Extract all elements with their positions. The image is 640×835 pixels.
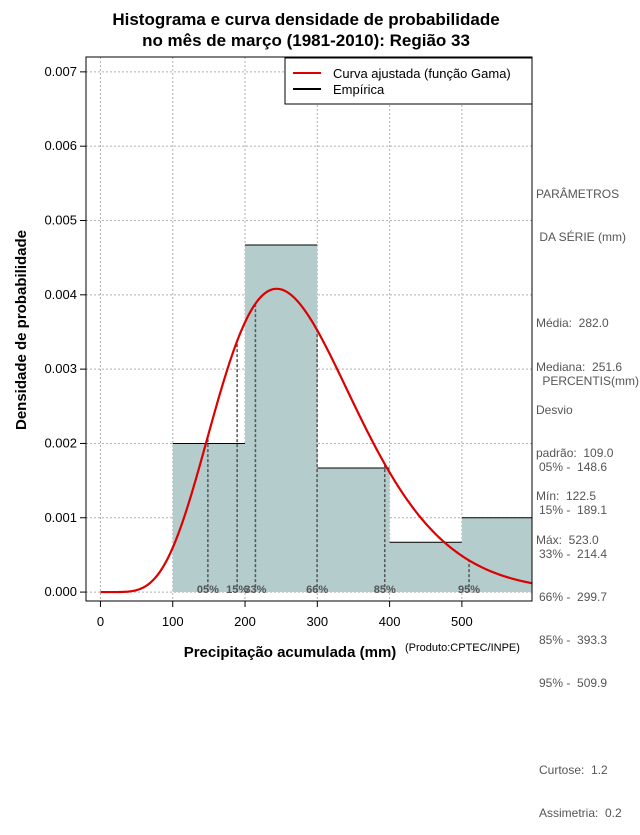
chart-title-line1: Histograma e curva densidade de probabil… bbox=[112, 10, 499, 29]
legend-box bbox=[284, 57, 533, 105]
percentil-85: 85% - 393.3 bbox=[539, 633, 608, 648]
percentil-66: 66% - 299.7 bbox=[539, 589, 608, 604]
x-tick-label-1: 100 bbox=[162, 614, 184, 629]
param-max: Máx: 523.0 bbox=[536, 532, 599, 547]
product-credit: (Produto:CPTEC/INPE) bbox=[405, 642, 520, 654]
y-tick-label-0: 0.000 bbox=[44, 584, 77, 599]
percentile-label-66%: 66% bbox=[306, 584, 328, 596]
param-desvio-2: padrão: 109.0 bbox=[536, 446, 614, 461]
y-tick-label-1: 0.001 bbox=[44, 510, 77, 525]
legend-label-curve: Curva ajustada (função Gama) bbox=[333, 66, 511, 81]
x-tick-label-5: 500 bbox=[451, 614, 473, 629]
param-mediana: Mediana: 251.6 bbox=[536, 359, 623, 374]
params-title-1: PARÂMETROS bbox=[536, 186, 620, 201]
histogram-bars bbox=[172, 244, 532, 593]
y-axis-label: Densidade de probabilidade bbox=[13, 230, 30, 430]
percentiles-panel: PERCENTIS(mm) 05% - 148.6 15% - 189.1 33… bbox=[539, 345, 639, 835]
param-desvio-1: Desvio bbox=[536, 402, 573, 417]
y-tick-label-7: 0.007 bbox=[44, 64, 77, 79]
legend: Curva ajustada (função Gama) Empírica bbox=[284, 57, 533, 105]
y-tick-label-2: 0.002 bbox=[44, 435, 77, 450]
x-tick-label-2: 200 bbox=[234, 614, 256, 629]
x-tick-label-4: 400 bbox=[379, 614, 401, 629]
y-tick-label-4: 0.004 bbox=[44, 287, 77, 302]
x-tick-label-3: 300 bbox=[306, 614, 328, 629]
curtose: Curtose: 1.2 bbox=[539, 762, 608, 777]
histogram-bar-3 bbox=[389, 542, 462, 593]
percentil-15: 15% - 189.1 bbox=[539, 503, 608, 518]
percentile-label-85%: 85% bbox=[374, 584, 396, 596]
y-tick-label-3: 0.003 bbox=[44, 361, 77, 376]
percentile-lines bbox=[207, 303, 470, 593]
percentil-05: 05% - 148.6 bbox=[539, 460, 608, 475]
param-media: Média: 282.0 bbox=[536, 316, 609, 331]
percentile-label-15%: 15% bbox=[226, 584, 248, 596]
assimetria: Assimetria: 0.2 bbox=[539, 806, 622, 820]
y-axis: 0.000 0.001 0.002 0.003 0.004 0.005 0.006 0.007 bbox=[44, 64, 86, 599]
gamma-fit-curve bbox=[100, 287, 532, 594]
percentis-title: PERCENTIS(mm) bbox=[539, 373, 639, 388]
percentile-label-95%: 95% bbox=[458, 584, 480, 596]
params-title-2: DA SÉRIE (mm) bbox=[536, 230, 627, 245]
x-tick-label-0: 0 bbox=[97, 614, 104, 629]
param-min: Mín: 122.5 bbox=[536, 489, 597, 504]
series-parameters-panel: PARÂMETROS DA SÉRIE (mm) Média: 282.0 Me… bbox=[536, 158, 626, 561]
y-tick-label-5: 0.005 bbox=[44, 212, 77, 227]
x-axis-label: Precipitação acumulada (mm) bbox=[184, 644, 397, 660]
percentil-33: 33% - 214.4 bbox=[539, 546, 608, 561]
plot-area-border bbox=[85, 56, 533, 602]
histogram-chart: Histograma e curva densidade de probabil… bbox=[13, 10, 533, 660]
y-tick-label-6: 0.006 bbox=[44, 138, 77, 153]
chart-title-line2: no mês de março (1981-2010): Região 33 bbox=[142, 31, 470, 50]
x-axis: 0 100 200 300 400 500 bbox=[97, 601, 473, 629]
legend-label-empirical: Empírica bbox=[333, 82, 385, 97]
percentil-95: 95% - 509.9 bbox=[539, 676, 608, 691]
percentile-label-33%: 33% bbox=[244, 584, 266, 596]
histogram-bar-2 bbox=[317, 467, 390, 593]
percentile-label-05%: 05% bbox=[197, 584, 219, 596]
